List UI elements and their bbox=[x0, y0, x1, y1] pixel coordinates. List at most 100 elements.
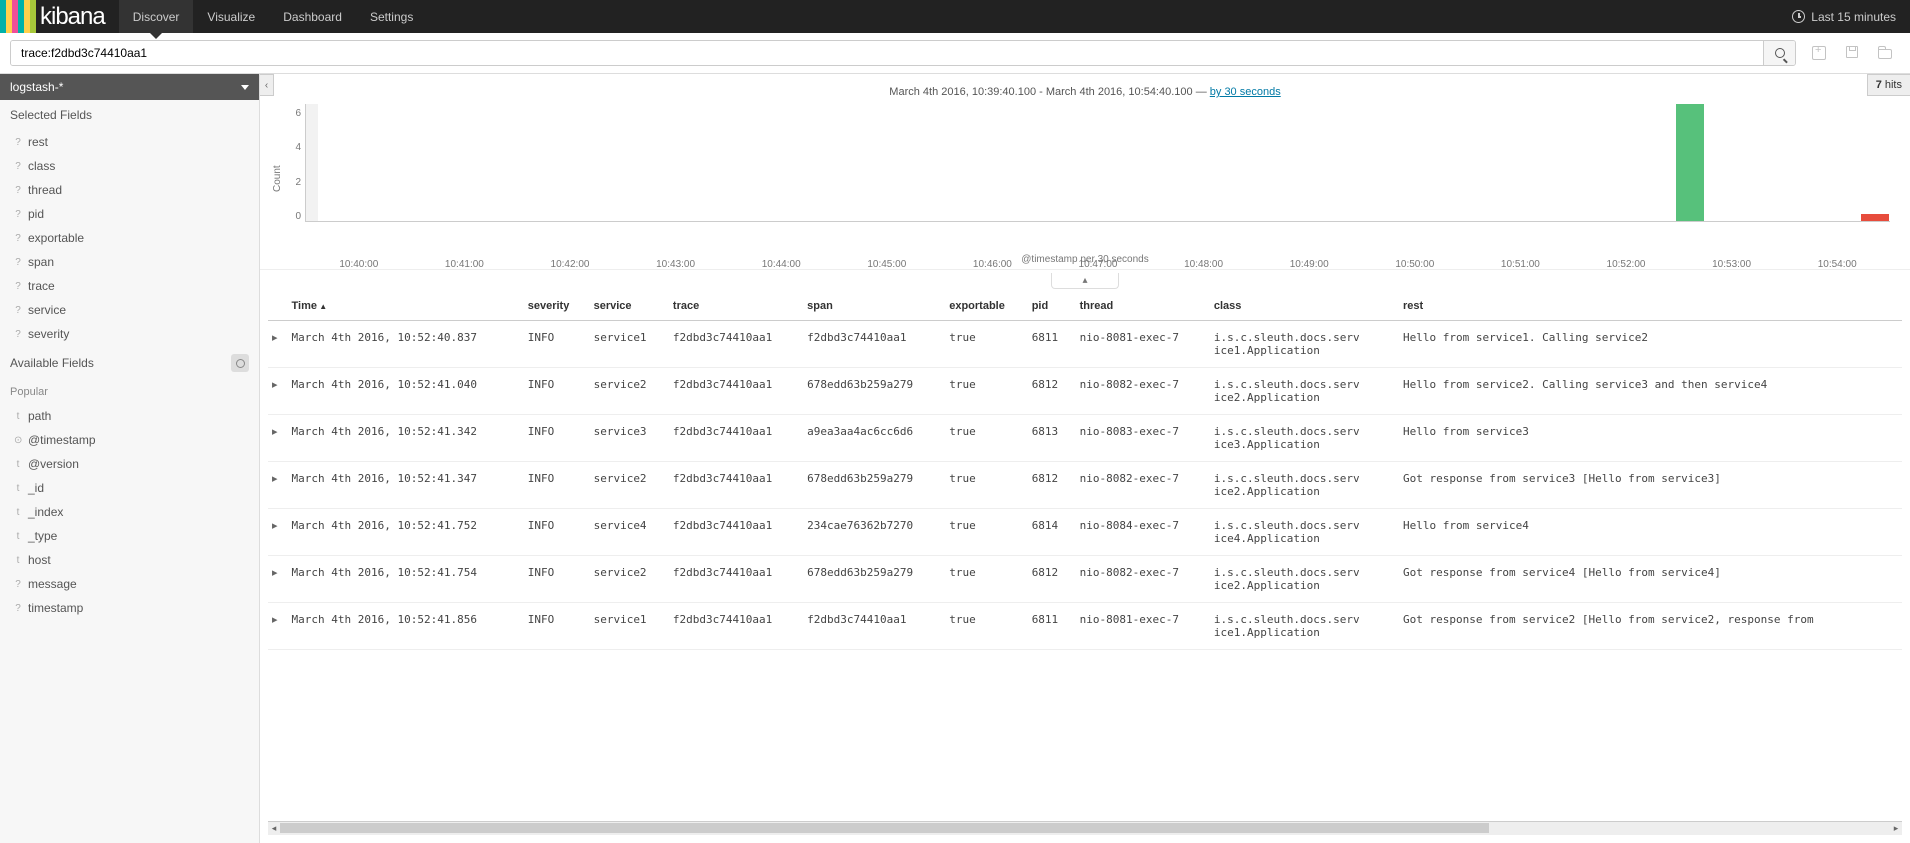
cell-span: 678edd63b259a279 bbox=[803, 368, 945, 415]
field-item-_id[interactable]: t_id bbox=[0, 476, 259, 500]
cell-span: 678edd63b259a279 bbox=[803, 556, 945, 603]
scroll-thumb[interactable] bbox=[280, 823, 1489, 833]
available-fields-list: tpath⊙@timestampt@versiont_idt _index t_ty… bbox=[0, 404, 259, 620]
scroll-right-icon[interactable]: ▸ bbox=[1890, 822, 1902, 834]
field-item-pid[interactable]: ?pid bbox=[0, 202, 259, 226]
expand-row-toggle[interactable]: ▸ bbox=[268, 509, 288, 556]
cell-severity: INFO bbox=[524, 556, 590, 603]
cell-time: March 4th 2016, 10:52:41.856 bbox=[288, 603, 524, 650]
open-search-icon[interactable] bbox=[1878, 49, 1892, 59]
chart-bar[interactable] bbox=[1861, 214, 1889, 221]
field-name: rest bbox=[28, 135, 48, 149]
field-item-class[interactable]: ?class bbox=[0, 154, 259, 178]
cell-time: March 4th 2016, 10:52:40.837 bbox=[288, 321, 524, 368]
popular-label: Popular bbox=[0, 380, 259, 404]
nav-tab-settings[interactable]: Settings bbox=[356, 0, 427, 33]
cell-service: service2 bbox=[590, 556, 669, 603]
table-body: ▸March 4th 2016, 10:52:40.837INFOservice… bbox=[268, 321, 1902, 650]
column-header-exportable[interactable]: exportable bbox=[945, 292, 1027, 321]
cell-thread: nio-8084-exec-7 bbox=[1076, 509, 1210, 556]
hits-count: 7 bbox=[1876, 79, 1882, 91]
chart-plot[interactable]: 10:40:0010:41:0010:42:0010:43:0010:44:00… bbox=[305, 104, 1890, 222]
logo-text: kibana bbox=[36, 3, 113, 31]
field-name: _index bbox=[28, 505, 63, 519]
nav-tab-discover[interactable]: Discover bbox=[119, 0, 194, 33]
column-header-thread[interactable]: thread bbox=[1076, 292, 1210, 321]
chart-collapse-toggle[interactable]: ▴ bbox=[260, 269, 1910, 292]
interval-link[interactable]: by 30 seconds bbox=[1210, 86, 1281, 98]
expand-row-toggle[interactable]: ▸ bbox=[268, 321, 288, 368]
expand-row-toggle[interactable]: ▸ bbox=[268, 556, 288, 603]
field-type-icon: ? bbox=[14, 161, 22, 172]
field-item-timestamp[interactable]: ?timestamp bbox=[0, 596, 259, 620]
doc-table-wrap: Timeseverityservicetracespanexportablepi… bbox=[260, 292, 1910, 815]
field-item-trace[interactable]: ?trace bbox=[0, 274, 259, 298]
field-item-rest[interactable]: ? rest bbox=[0, 130, 259, 154]
field-name: @timestamp bbox=[28, 433, 96, 447]
field-type-icon: ? bbox=[14, 603, 22, 614]
cell-service: service4 bbox=[590, 509, 669, 556]
horizontal-scrollbar[interactable]: ◂ ▸ bbox=[268, 821, 1902, 835]
cell-class: i.s.c.sleuth.docs.service1.Application bbox=[1210, 321, 1399, 368]
field-item-host[interactable]: thost bbox=[0, 548, 259, 572]
column-header-span[interactable]: span bbox=[803, 292, 945, 321]
column-header-time[interactable]: Time bbox=[288, 292, 524, 321]
column-header-trace[interactable]: trace bbox=[669, 292, 803, 321]
field-item-_index[interactable]: t _index bbox=[0, 500, 259, 524]
cell-time: March 4th 2016, 10:52:41.342 bbox=[288, 415, 524, 462]
cell-time: March 4th 2016, 10:52:41.754 bbox=[288, 556, 524, 603]
cell-pid: 6812 bbox=[1028, 368, 1076, 415]
index-pattern-selector[interactable]: logstash-* bbox=[0, 74, 259, 100]
field-item-service[interactable]: ?service bbox=[0, 298, 259, 322]
field-item-message[interactable]: ?message bbox=[0, 572, 259, 596]
table-row: ▸March 4th 2016, 10:52:41.040INFOservice… bbox=[268, 368, 1902, 415]
field-name: exportable bbox=[28, 231, 84, 245]
cell-trace: f2dbd3c74410aa1 bbox=[669, 415, 803, 462]
field-type-icon: ? bbox=[14, 137, 22, 148]
field-item-_type[interactable]: t_type bbox=[0, 524, 259, 548]
cell-severity: INFO bbox=[524, 509, 590, 556]
nav-tab-dashboard[interactable]: Dashboard bbox=[269, 0, 356, 33]
field-type-icon: t bbox=[14, 555, 22, 566]
search-input[interactable] bbox=[11, 41, 1763, 65]
field-item-@version[interactable]: t@version bbox=[0, 452, 259, 476]
column-header-service[interactable]: service bbox=[590, 292, 669, 321]
search-icon bbox=[1775, 48, 1785, 58]
field-item-severity[interactable]: ?severity bbox=[0, 322, 259, 346]
expand-row-toggle[interactable]: ▸ bbox=[268, 368, 288, 415]
scroll-left-icon[interactable]: ◂ bbox=[268, 822, 280, 834]
table-header-row: Timeseverityservicetracespanexportablepi… bbox=[268, 292, 1902, 321]
field-type-icon: t bbox=[14, 507, 22, 518]
cell-service: service1 bbox=[590, 321, 669, 368]
time-picker[interactable]: Last 15 minutes bbox=[1792, 0, 1910, 33]
expand-row-toggle[interactable]: ▸ bbox=[268, 603, 288, 650]
field-item-thread[interactable]: ?thread bbox=[0, 178, 259, 202]
cell-rest: Hello from service4 bbox=[1399, 509, 1902, 556]
table-row: ▸March 4th 2016, 10:52:41.754INFOservice… bbox=[268, 556, 1902, 603]
column-header-rest[interactable]: rest bbox=[1399, 292, 1902, 321]
field-item-path[interactable]: tpath bbox=[0, 404, 259, 428]
hits-badge: 7 hits bbox=[1867, 74, 1910, 96]
expand-row-toggle[interactable]: ▸ bbox=[268, 462, 288, 509]
nav-tab-visualize[interactable]: Visualize bbox=[193, 0, 269, 33]
table-row: ▸March 4th 2016, 10:52:41.752INFOservice… bbox=[268, 509, 1902, 556]
field-item-@timestamp[interactable]: ⊙@timestamp bbox=[0, 428, 259, 452]
cell-time: March 4th 2016, 10:52:41.040 bbox=[288, 368, 524, 415]
search-button[interactable] bbox=[1763, 41, 1795, 65]
save-search-icon[interactable] bbox=[1846, 46, 1858, 58]
field-item-exportable[interactable]: ?exportable bbox=[0, 226, 259, 250]
column-header-class[interactable]: class bbox=[1210, 292, 1399, 321]
new-search-icon[interactable] bbox=[1812, 46, 1826, 60]
field-item-span[interactable]: ?span bbox=[0, 250, 259, 274]
field-type-icon: ? bbox=[14, 305, 22, 316]
sidebar-collapse-handle[interactable]: ‹ bbox=[260, 74, 274, 96]
cell-class: i.s.c.sleuth.docs.service2.Application bbox=[1210, 462, 1399, 509]
field-settings-button[interactable] bbox=[231, 354, 249, 372]
cell-class: i.s.c.sleuth.docs.service2.Application bbox=[1210, 368, 1399, 415]
chart-bar[interactable] bbox=[1676, 104, 1704, 221]
nav-tabs: DiscoverVisualizeDashboardSettings bbox=[119, 0, 428, 33]
column-header-severity[interactable]: severity bbox=[524, 292, 590, 321]
expand-row-toggle[interactable]: ▸ bbox=[268, 415, 288, 462]
cell-severity: INFO bbox=[524, 368, 590, 415]
column-header-pid[interactable]: pid bbox=[1028, 292, 1076, 321]
